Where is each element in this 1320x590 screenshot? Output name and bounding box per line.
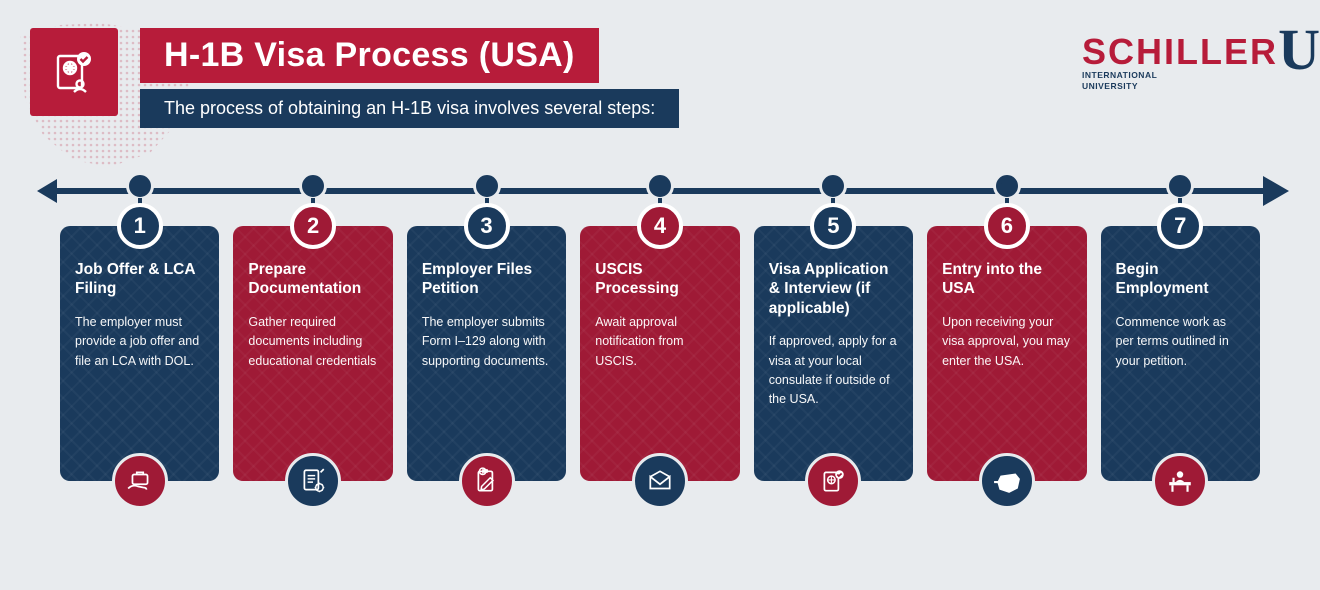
envelope-icon bbox=[646, 467, 674, 495]
timeline-node bbox=[476, 175, 498, 197]
timeline-node bbox=[302, 175, 324, 197]
step-body: Gather required documents including educ… bbox=[248, 313, 377, 371]
page-title: H-1B Visa Process (USA) bbox=[164, 36, 575, 75]
clipboard-pen-icon bbox=[473, 467, 501, 495]
step-footer-icon bbox=[805, 453, 861, 509]
step-footer-icon bbox=[1152, 453, 1208, 509]
step-number: 7 bbox=[1157, 203, 1203, 249]
briefcase-hand-icon bbox=[126, 467, 154, 495]
step-card: USCIS Processing Await approval notifica… bbox=[580, 226, 739, 481]
step-title: Visa Application & Interview (if applica… bbox=[769, 260, 898, 318]
step-footer-icon bbox=[979, 453, 1035, 509]
step-card: Prepare Documentation Gather required do… bbox=[233, 226, 392, 481]
passport-check-icon bbox=[48, 46, 100, 98]
timeline-node bbox=[129, 175, 151, 197]
header-icon-box bbox=[30, 28, 118, 116]
process-step: 3 Employer Files Petition The employer s… bbox=[407, 175, 566, 509]
step-body: The employer must provide a job offer an… bbox=[75, 313, 204, 371]
step-title: Begin Employment bbox=[1116, 260, 1245, 299]
logo-sub2: UNIVERSITY bbox=[1082, 81, 1278, 91]
logo-text: SCHILLER bbox=[1082, 31, 1278, 72]
step-body: Commence work as per terms outlined in y… bbox=[1116, 313, 1245, 371]
subtitle-bar: The process of obtaining an H-1B visa in… bbox=[140, 89, 679, 128]
step-number: 1 bbox=[117, 203, 163, 249]
step-number: 6 bbox=[984, 203, 1030, 249]
step-title: Prepare Documentation bbox=[248, 260, 377, 299]
process-step: 4 USCIS Processing Await approval notifi… bbox=[580, 175, 739, 509]
logo: SCHILLER U INTERNATIONAL UNIVERSITY bbox=[1082, 36, 1278, 91]
passport-stamp-icon bbox=[819, 467, 847, 495]
page-subtitle: The process of obtaining an H-1B visa in… bbox=[164, 98, 655, 119]
process-step: 6 Entry into the USA Upon receiving your… bbox=[927, 175, 1086, 509]
step-card: Entry into the USA Upon receiving your v… bbox=[927, 226, 1086, 481]
step-card: Visa Application & Interview (if applica… bbox=[754, 226, 913, 481]
process-step: 2 Prepare Documentation Gather required … bbox=[233, 175, 392, 509]
step-title: Job Offer & LCA Filing bbox=[75, 260, 204, 299]
title-stack: H-1B Visa Process (USA) The process of o… bbox=[140, 28, 679, 128]
step-title: Entry into the USA bbox=[942, 260, 1071, 299]
step-footer-icon bbox=[112, 453, 168, 509]
logo-u-icon: U bbox=[1278, 24, 1320, 76]
step-footer-icon bbox=[459, 453, 515, 509]
step-card: Employer Files Petition The employer sub… bbox=[407, 226, 566, 481]
step-body: Upon receiving your visa approval, you m… bbox=[942, 313, 1071, 371]
step-number: 3 bbox=[464, 203, 510, 249]
process-step: 5 Visa Application & Interview (if appli… bbox=[754, 175, 913, 509]
step-body: If approved, apply for a visa at your lo… bbox=[769, 332, 898, 410]
step-number: 2 bbox=[290, 203, 336, 249]
step-title: USCIS Processing bbox=[595, 260, 724, 299]
step-card: Begin Employment Commence work as per te… bbox=[1101, 226, 1260, 481]
timeline-node bbox=[649, 175, 671, 197]
desk-person-icon bbox=[1166, 467, 1194, 495]
process-step: 7 Begin Employment Commence work as per … bbox=[1101, 175, 1260, 509]
document-gear-icon bbox=[299, 467, 327, 495]
steps-row: 1 Job Offer & LCA Filing The employer mu… bbox=[60, 175, 1260, 509]
step-title: Employer Files Petition bbox=[422, 260, 551, 299]
title-bar: H-1B Visa Process (USA) bbox=[140, 28, 599, 83]
timeline-node bbox=[822, 175, 844, 197]
usa-arrow-icon bbox=[993, 467, 1021, 495]
timeline-node bbox=[996, 175, 1018, 197]
process-step: 1 Job Offer & LCA Filing The employer mu… bbox=[60, 175, 219, 509]
step-body: Await approval notification from USCIS. bbox=[595, 313, 724, 371]
step-footer-icon bbox=[632, 453, 688, 509]
step-card: Job Offer & LCA Filing The employer must… bbox=[60, 226, 219, 481]
step-body: The employer submits Form I–129 along wi… bbox=[422, 313, 551, 371]
timeline-node bbox=[1169, 175, 1191, 197]
logo-main: SCHILLER U bbox=[1082, 36, 1278, 68]
step-footer-icon bbox=[285, 453, 341, 509]
step-number: 4 bbox=[637, 203, 683, 249]
